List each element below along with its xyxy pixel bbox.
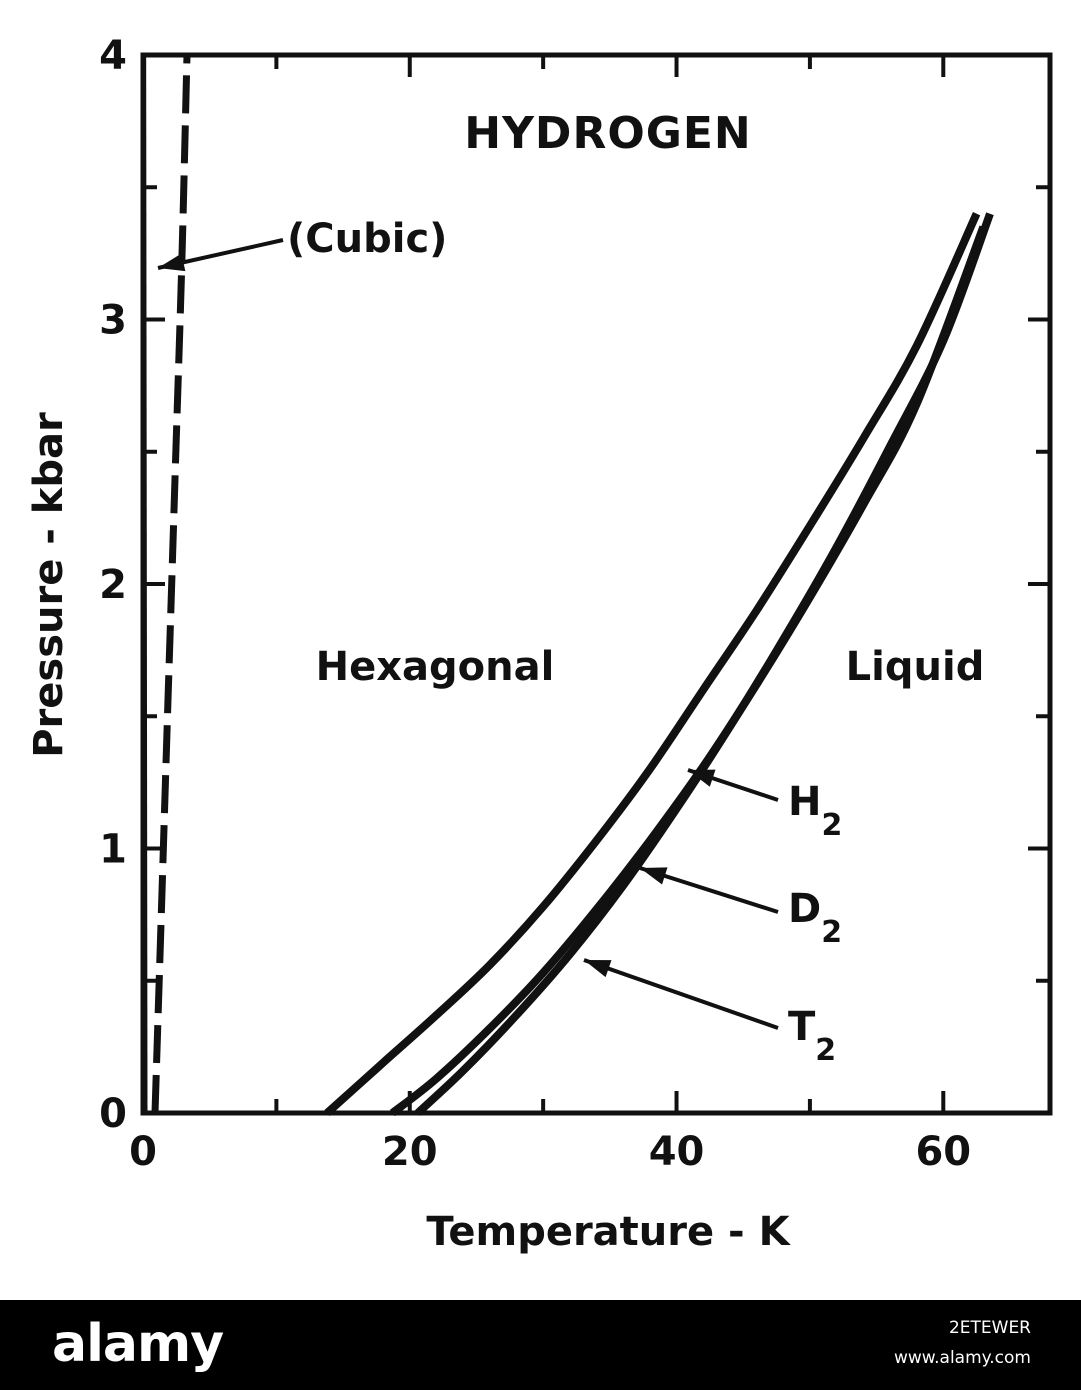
- series-h2-line: [324, 212, 981, 1116]
- y-tick-label: 2: [99, 562, 127, 608]
- x-tick-label: 40: [649, 1129, 705, 1175]
- phase-diagram: 0 20 40 60 0 1 2 3 4 HYDROGEN Temperature - K Pr…: [26, 33, 1053, 1255]
- x-tick-label: 0: [129, 1129, 157, 1175]
- y-axis-title: Pressure - kbar: [26, 412, 72, 758]
- tick-marks: [141, 53, 1050, 1115]
- series-cubic-boundary-line: [151, 54, 191, 1114]
- image-id: 2ETEWER: [948, 1318, 1031, 1338]
- tick-labels: 0 20 40 60 0 1 2 3 4: [99, 33, 971, 1175]
- arrow-cubic-head: [158, 253, 186, 272]
- curves: [141, 54, 994, 1117]
- label-arrows: [157, 238, 779, 1030]
- chart-title: HYDROGEN: [464, 108, 752, 159]
- left-boundary-line: [141, 54, 148, 1114]
- region-label-hexagonal: Hexagonal: [316, 644, 555, 690]
- arrow-t2-shaft: [583, 958, 779, 1030]
- region-label-liquid: Liquid: [846, 644, 985, 690]
- series-label-d2: D2: [788, 886, 842, 950]
- site-url: www.alamy.com: [893, 1348, 1031, 1368]
- x-tick-label: 60: [915, 1129, 971, 1175]
- x-axis-title: Temperature - K: [426, 1209, 791, 1255]
- arrow-h2-head: [688, 769, 716, 787]
- watermark-footer: alamy 2ETEWER www.alamy.com: [0, 1300, 1081, 1390]
- alamy-logo: alamy: [52, 1314, 224, 1374]
- arrow-d2-head: [640, 867, 668, 885]
- arrow-t2-head: [584, 960, 612, 978]
- plot-frame: [140, 52, 1053, 1116]
- series-label-t2: T2: [788, 1004, 836, 1068]
- y-tick-label: 0: [99, 1091, 127, 1137]
- x-tick-label: 20: [382, 1129, 438, 1175]
- series-label-h2: H2: [788, 779, 842, 843]
- y-tick-label: 4: [99, 33, 127, 79]
- y-tick-label: 1: [99, 827, 127, 873]
- region-label-cubic: (Cubic): [287, 216, 447, 262]
- y-tick-label: 3: [99, 298, 127, 344]
- series-t2-line: [415, 212, 994, 1116]
